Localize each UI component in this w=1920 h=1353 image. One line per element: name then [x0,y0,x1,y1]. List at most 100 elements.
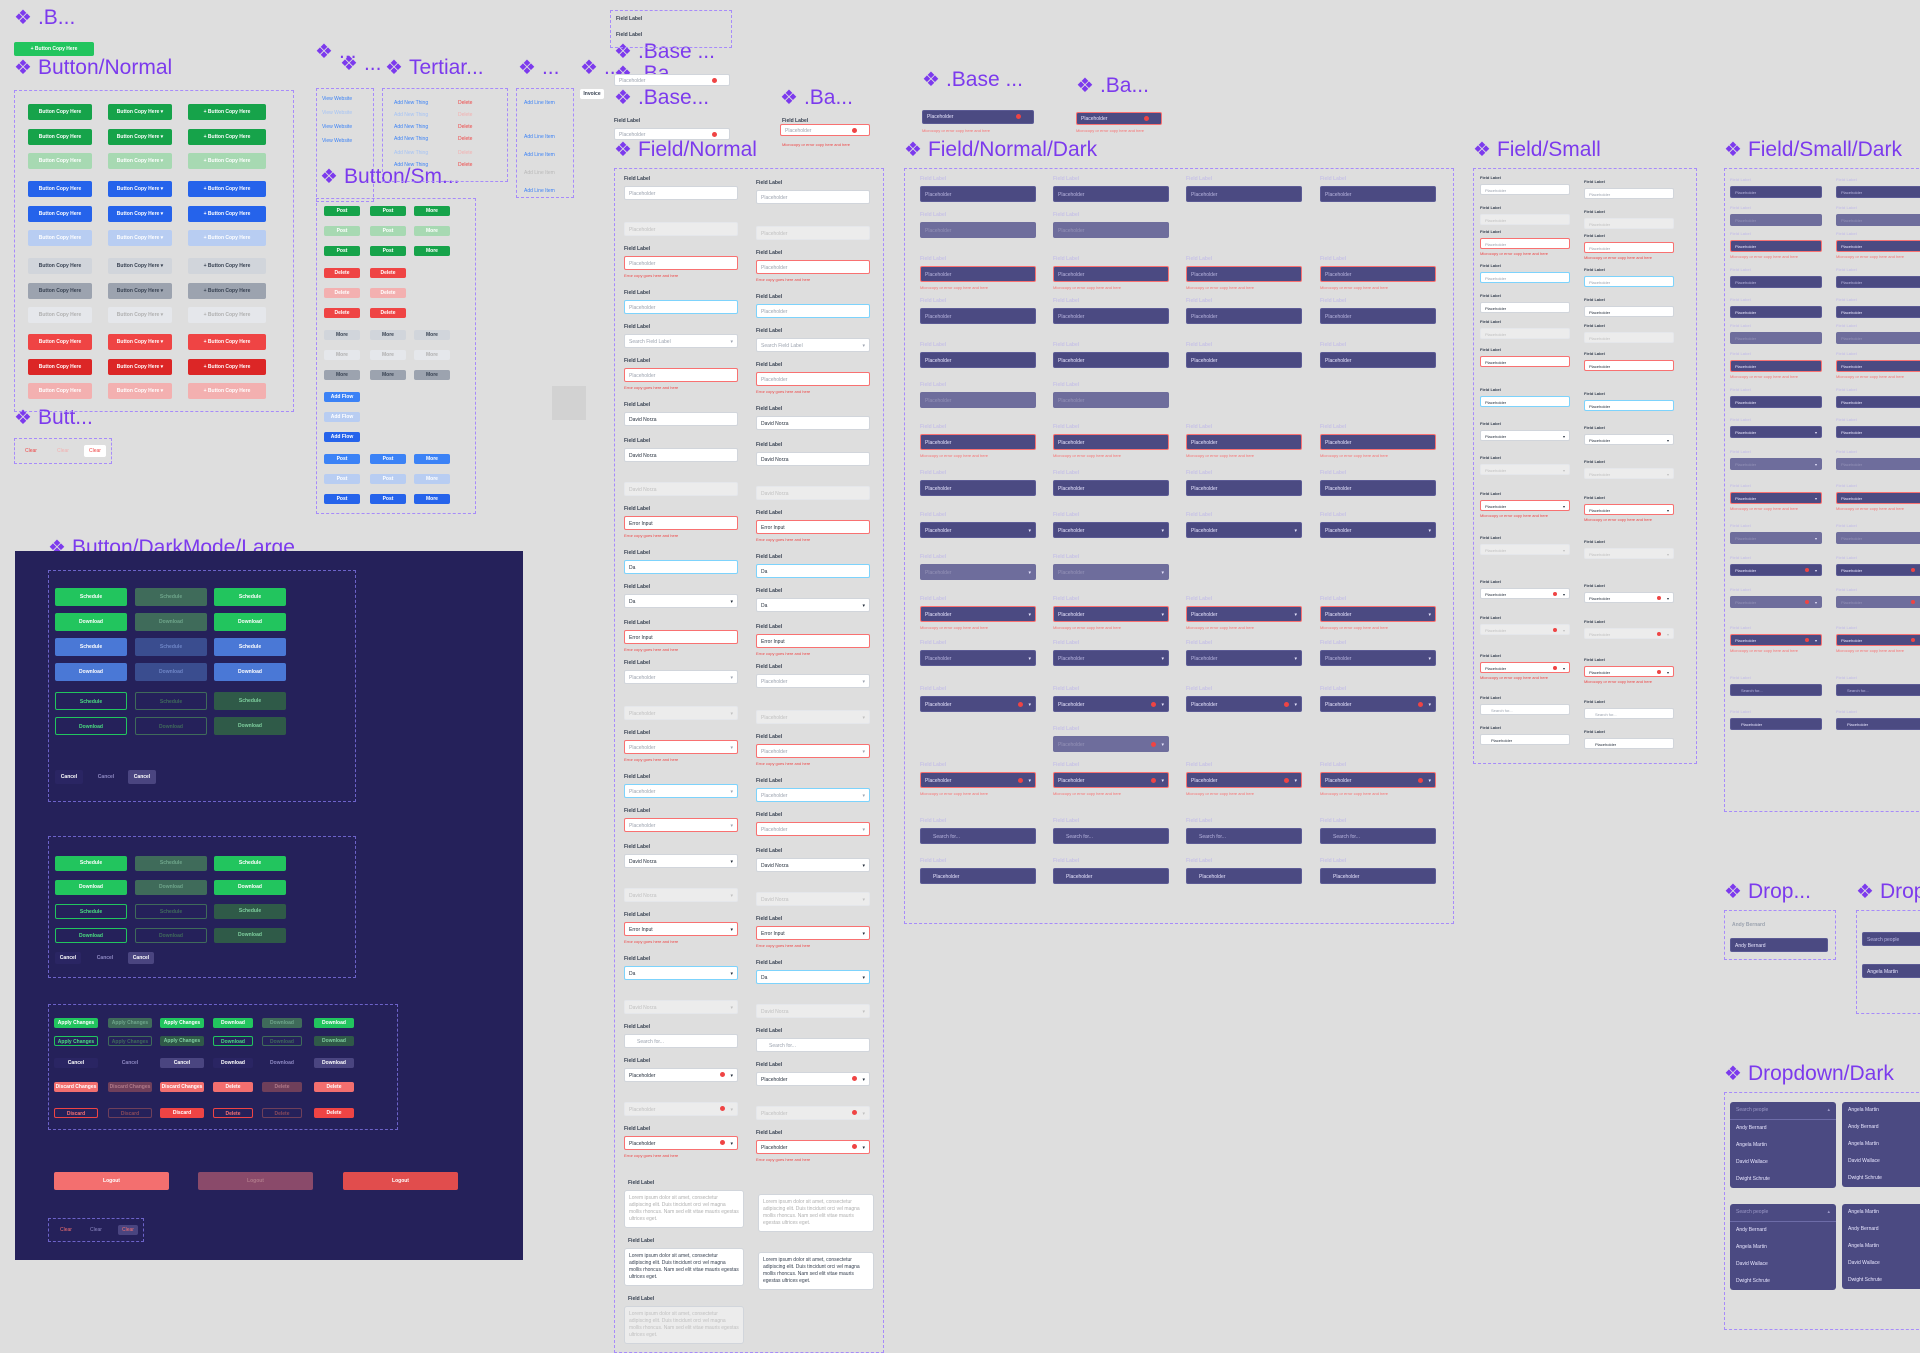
text-input[interactable]: Placeholder ▾ [756,710,870,724]
dark-input[interactable]: Placeholder [1053,222,1169,238]
clear-icon[interactable] [1284,702,1289,707]
add-line-item-link[interactable]: Add Line Item [524,100,555,106]
dark-large-button[interactable]: Schedule [214,588,286,606]
button-copy-here[interactable]: Button Copy Here [28,230,92,246]
small-input[interactable]: Placeholder [1584,332,1674,343]
dark-small-button[interactable]: Cancel [54,1058,98,1068]
chevron-down-icon[interactable]: ▾ [1562,548,1565,553]
text-input[interactable]: Search for... [624,1034,738,1048]
button-copy-here[interactable]: + Button Copy Here [188,334,266,350]
dark-input[interactable]: Search for... [1320,828,1436,844]
small-button[interactable]: Post [370,474,406,484]
small-dark-input[interactable]: Placeholder [1730,276,1822,288]
dark-small-button[interactable]: Download [314,1058,354,1068]
delete-link[interactable]: Delete [458,150,473,156]
delete-link[interactable]: Delete [458,136,473,142]
dark-input[interactable]: Placeholder ▾ [1053,564,1169,580]
small-button[interactable]: More [414,494,450,504]
text-input[interactable]: Da ▾ [756,598,870,612]
dark-input[interactable]: Placeholder [1053,308,1169,324]
small-button[interactable]: Delete [370,288,406,298]
text-input[interactable]: Placeholder ▾ [756,674,870,688]
dark-medium-button[interactable]: Download [55,928,127,943]
chevron-down-icon[interactable]: ▾ [730,1073,733,1079]
dark-small-button[interactable]: Cancel [160,1058,204,1068]
small-dark-input[interactable]: Placeholder [1730,396,1822,408]
dark-large-button[interactable]: Schedule [135,588,207,606]
small-button[interactable]: Add Flow [324,412,360,422]
button-copy-here[interactable]: Button Copy Here [28,334,92,350]
text-input[interactable]: Search for... [756,1038,870,1052]
dark-large-button[interactable]: Schedule [135,638,207,656]
text-input[interactable]: Placeholder [624,300,738,314]
button-copy-here[interactable]: Button Copy Here [28,129,92,145]
small-input[interactable]: Placeholder ▾ [1584,434,1674,445]
dark-small-button[interactable]: Download [314,1018,354,1028]
text-input[interactable]: Placeholder [756,226,870,240]
dropdown-search[interactable]: Search people [1862,932,1920,946]
button-copy-here[interactable]: + Button Copy Here [188,283,266,299]
button-copy-here[interactable]: Button Copy Here [28,181,92,197]
chevron-down-icon[interactable]: ▾ [1562,504,1565,509]
small-button[interactable]: Delete [370,308,406,318]
dark-clear-button[interactable]: Clear [60,1227,72,1233]
base-dark-input[interactable]: Placeholder [1076,112,1162,125]
dark-input[interactable]: Placeholder [1186,434,1302,450]
small-input[interactable]: Placeholder [1584,188,1674,199]
small-input[interactable]: Placeholder [1584,242,1674,253]
dark-medium-button[interactable]: Download [135,928,207,943]
button-copy-here[interactable]: Button Copy Here [28,206,92,222]
dark-input[interactable]: Placeholder ▾ [1053,650,1169,666]
dark-input[interactable]: Placeholder [920,352,1036,368]
chevron-down-icon[interactable]: ▾ [1666,632,1669,637]
add-new-thing-link[interactable]: Add New Thing [394,100,429,106]
chevron-down-icon[interactable]: ▾ [1562,468,1565,473]
dark-large-button[interactable]: Download [135,717,207,735]
dark-input[interactable]: Placeholder [1053,352,1169,368]
small-input[interactable]: Placeholder ▾ [1584,548,1674,559]
text-input[interactable]: Da [756,564,870,578]
dark-input[interactable]: Placeholder ▾ [1053,772,1169,788]
text-input[interactable]: Error Input ▾ [624,922,738,936]
button-copy-here[interactable]: Button Copy Here ▾ [108,104,172,120]
dark-small-button[interactable]: Apply Changes [108,1018,152,1028]
dropdown-option[interactable]: Dwight Schrute [1736,1278,1770,1284]
dropdown-selected[interactable]: Andy Bernard [1730,938,1828,952]
dark-input[interactable]: Placeholder [1320,308,1436,324]
chevron-down-icon[interactable]: ▾ [862,603,865,609]
clear-icon[interactable] [1144,116,1149,121]
chevron-down-icon[interactable]: ▾ [862,679,865,685]
dark-input[interactable]: Placeholder [920,308,1036,324]
chevron-down-icon[interactable]: ▾ [1161,528,1164,534]
chevron-down-icon[interactable]: ▾ [862,1009,865,1015]
chevron-down-icon[interactable]: ▾ [730,971,733,977]
text-input[interactable]: David Norza ▾ [756,858,870,872]
text-input[interactable]: Placeholder [756,260,870,274]
dark-input[interactable]: Placeholder ▾ [1053,696,1169,712]
add-line-item-link[interactable]: Add Line Item [524,170,555,176]
chevron-down-icon[interactable]: ▾ [1428,656,1431,662]
button-copy-here[interactable]: + Button Copy Here [188,153,266,169]
delete-link[interactable]: Delete [458,112,473,118]
dark-small-button[interactable]: Download [213,1018,253,1028]
chevron-up-icon[interactable]: ▴ [1827,1107,1830,1113]
dark-input[interactable]: Placeholder [1186,266,1302,282]
chevron-down-icon[interactable]: ▾ [862,897,865,903]
dark-small-button[interactable]: Discard [108,1108,152,1118]
add-line-item-link[interactable]: Add Line Item [524,134,555,140]
small-input[interactable]: Placeholder ▾ [1584,628,1674,639]
clear-button[interactable]: Clear [25,448,37,454]
small-button[interactable]: More [414,226,450,236]
text-input[interactable]: Placeholder ▾ [624,740,738,754]
chevron-down-icon[interactable]: ▾ [1814,536,1817,541]
clear-icon[interactable] [1016,114,1021,119]
clear-icon[interactable] [1911,638,1915,642]
chevron-down-icon[interactable]: ▾ [1562,666,1565,671]
clear-icon[interactable] [852,128,857,133]
dark-input[interactable]: Placeholder ▾ [1320,650,1436,666]
button-copy-here[interactable]: Button Copy Here ▾ [108,258,172,274]
dark-input[interactable]: Placeholder ▾ [920,606,1036,622]
small-button[interactable]: More [414,206,450,216]
small-dark-input[interactable]: Placeholder▾ [1836,532,1920,544]
small-button[interactable]: Post [324,454,360,464]
